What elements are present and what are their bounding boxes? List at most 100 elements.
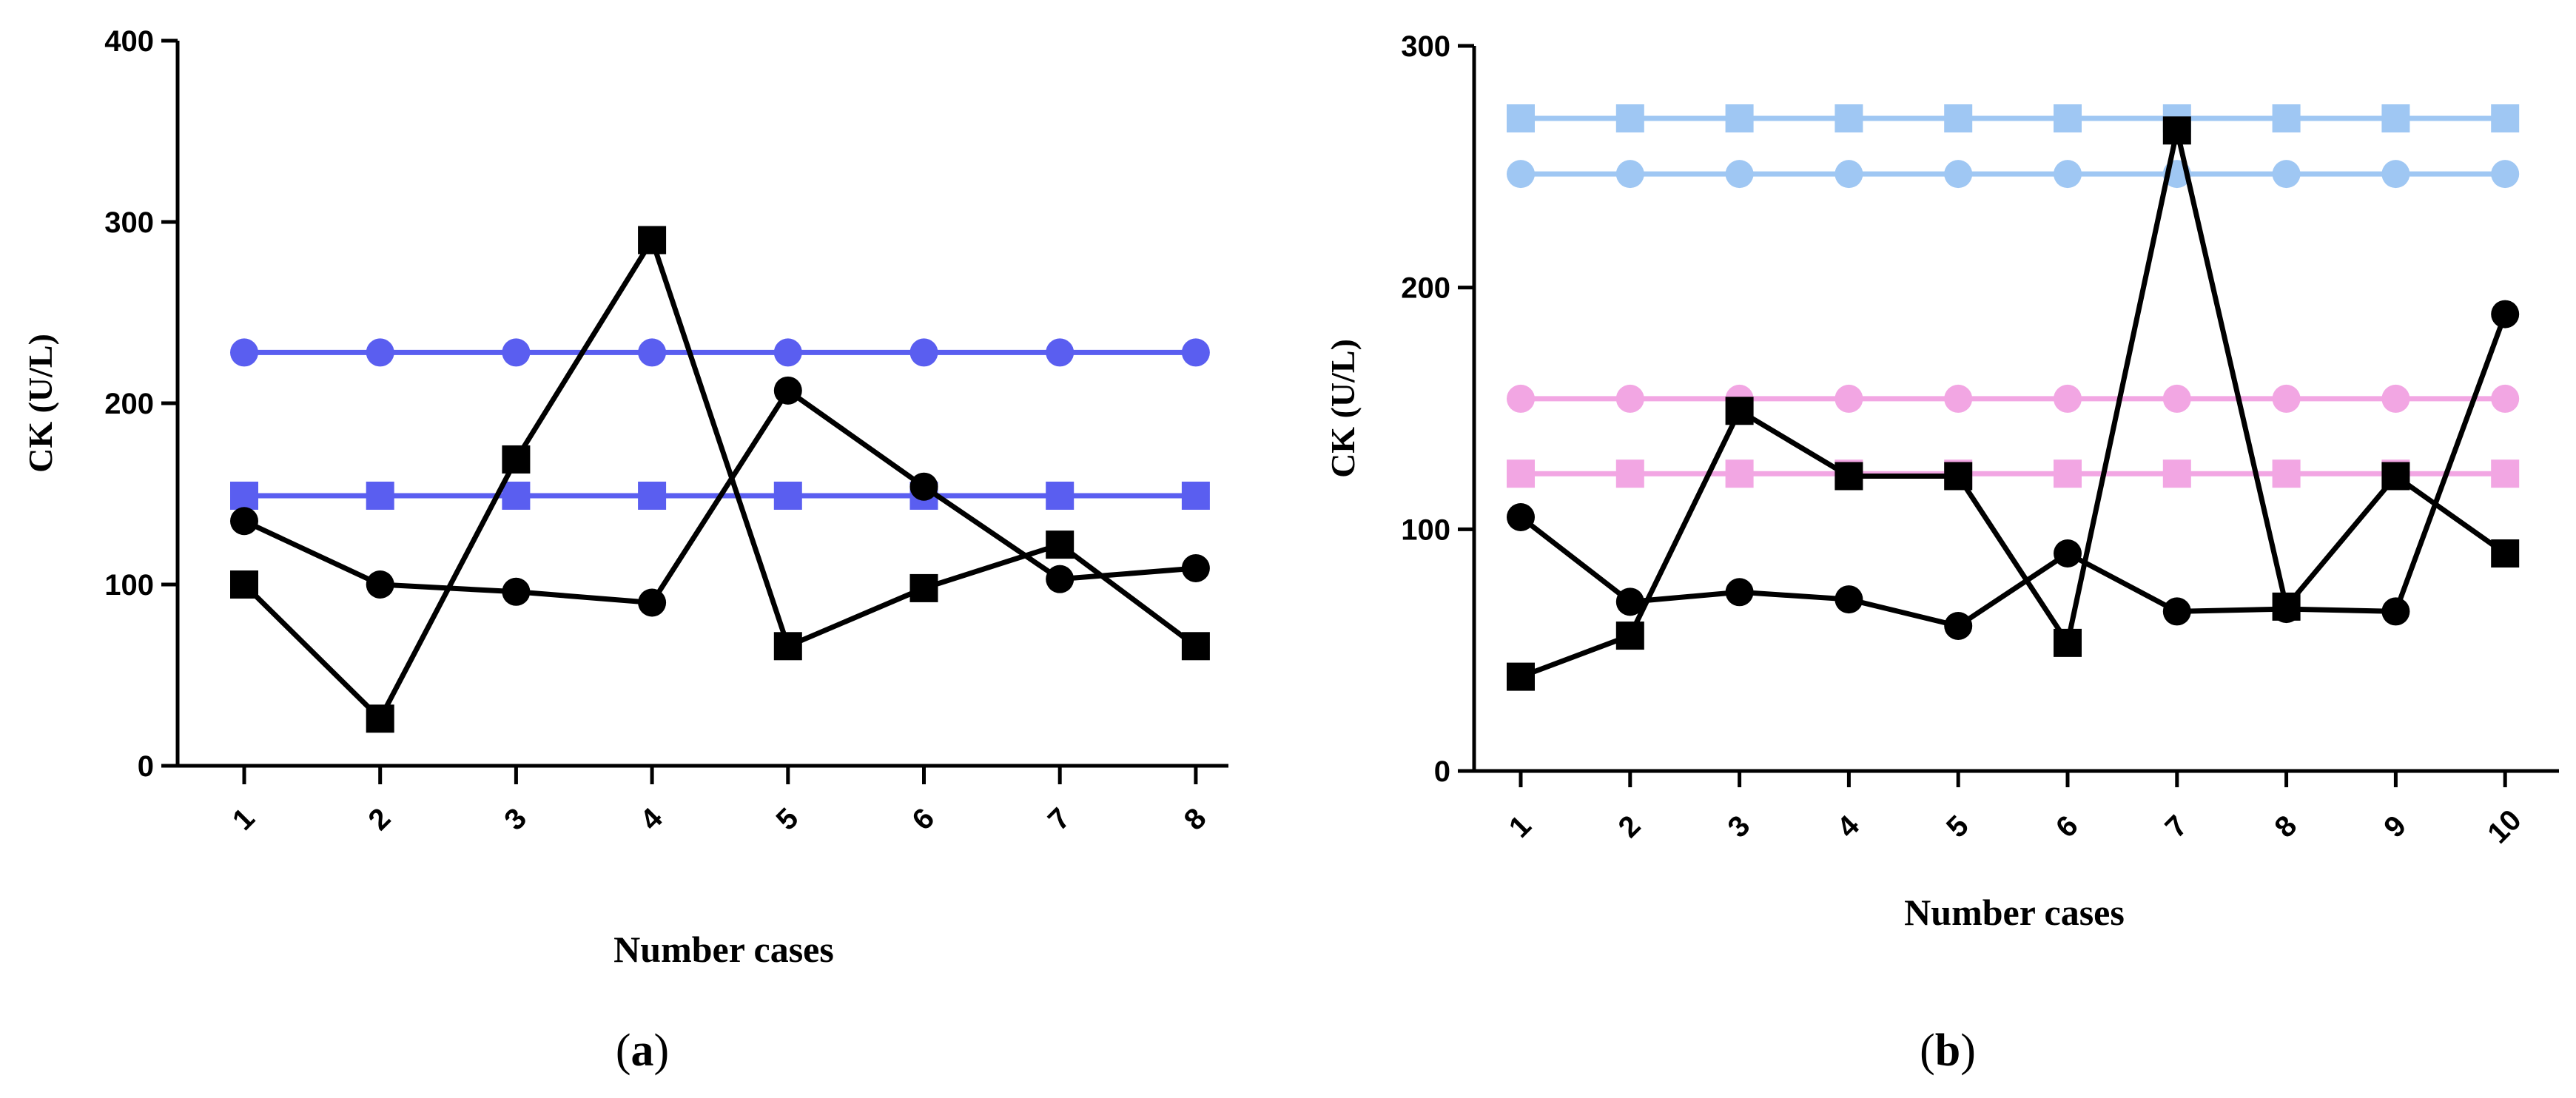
data-point-series-circle-black-1 [1507,503,1535,531]
data-point-series-square-black-8 [1181,632,1210,661]
data-point-series-circle-black-8 [2272,595,2301,624]
data-point-reference-circle-pink-6 [2054,384,2082,413]
series-reference-circle-pink [1507,384,2520,413]
x-tick-label-1: 1 [1503,809,1538,844]
data-point-reference-square-lightblue-3 [1725,104,1754,132]
data-point-series-square-black-10 [2491,539,2520,567]
series-line-series-circle-black [243,388,1197,605]
data-point-series-circle-black-1 [230,507,258,536]
x-axis-title: Number cases [1904,892,2125,933]
series-series-square-black [1507,116,2520,691]
y-tick-label-200: 200 [104,388,154,420]
data-point-reference-circle-lightblue-4 [1835,160,1863,189]
data-point-reference-circle-lightblue-8 [2272,160,2301,189]
series-series-square-black [230,226,1210,733]
data-point-reference-square-lightblue-1 [1507,104,1535,132]
data-point-reference-square-pink-1 [1507,459,1535,488]
data-point-series-circle-black-8 [1181,553,1210,582]
chart-panel-b: 0 100 200 300 1 2 3 4 5 6 7 8 9 10 CK (U/L) Number case… [1324,30,2559,1076]
series-line-series-circle-black [1519,313,2508,629]
data-point-reference-circle-lightblue-2 [1615,160,1644,189]
chart-panel-a: 0 100 200 300 400 1 2 3 4 5 6 7 8 CK (U/L) Number case… [21,25,1228,1076]
data-point-series-circle-black-7 [1046,565,1075,593]
data-point-reference-circle-pink-4 [1835,384,1863,413]
data-point-series-square-black-6 [909,573,938,602]
data-point-reference-circle-lightblue-1 [1507,160,1535,189]
y-tick-label-300: 300 [104,206,154,239]
y-tick-label-100: 100 [1401,513,1450,546]
data-point-reference-circle-pink-7 [2162,384,2191,413]
data-point-series-circle-black-7 [2162,597,2191,626]
x-tick-label-1: 1 [226,802,261,837]
data-point-reference-square-pink-2 [1615,459,1644,488]
y-axis-title: CK (U/L) [21,334,59,473]
data-point-series-square-black-4 [1835,462,1863,491]
x-tick-label-4: 4 [634,801,669,836]
data-point-reference-square-pink-3 [1725,459,1754,488]
data-point-series-circle-black-6 [909,472,938,501]
data-point-reference-square-lightblue-5 [1944,104,1973,132]
y-axis-title: CK (U/L) [1324,339,1362,478]
data-point-reference-square-blue-4 [638,481,667,510]
series-reference-square-lightblue [1507,104,2520,132]
data-point-reference-circle-lightblue-3 [1725,160,1754,189]
data-point-reference-square-lightblue-2 [1615,104,1644,132]
data-point-series-square-black-3 [1725,397,1754,425]
data-point-reference-circle-pink-5 [1944,384,1973,413]
data-point-series-circle-black-9 [2381,597,2410,626]
x-tick-label-2: 2 [1612,809,1647,844]
data-point-series-circle-black-4 [1835,585,1863,614]
data-point-series-square-black-2 [1615,622,1644,650]
y-tick-label-400: 400 [104,25,154,58]
data-point-series-square-black-2 [366,704,394,733]
data-point-reference-square-lightblue-4 [1835,104,1863,132]
data-point-reference-circle-lightblue-10 [2491,160,2520,189]
x-tick-label-8: 8 [2268,809,2303,844]
y-tick-label-0: 0 [138,750,154,783]
data-point-reference-circle-pink-10 [2491,384,2520,413]
data-point-reference-circle-pink-9 [2381,384,2410,413]
y-tick-label-300: 300 [1401,30,1450,63]
data-point-series-square-black-5 [1944,462,1973,491]
x-tick-label-5: 5 [770,802,805,837]
x-tick-label-3: 3 [1721,809,1756,844]
data-point-series-circle-black-3 [1725,578,1754,607]
data-point-reference-circle-lightblue-6 [2054,160,2082,189]
y-tick-label-0: 0 [1434,755,1450,788]
data-point-reference-square-pink-8 [2272,459,2301,488]
data-point-series-square-black-1 [230,570,258,599]
series-reference-square-pink [1507,459,2520,488]
data-point-reference-circle-pink-8 [2272,384,2301,413]
panel-caption-b: (b) [1920,1025,1976,1076]
data-point-series-circle-black-2 [366,570,394,599]
x-tick-label-8: 8 [1178,802,1213,837]
data-point-reference-square-blue-2 [366,481,394,510]
data-point-reference-circle-blue-7 [1046,338,1075,367]
x-tick-label-9: 9 [2378,809,2412,844]
data-point-reference-square-blue-8 [1181,481,1210,510]
y-tick-label-200: 200 [1401,272,1450,305]
x-axis-title: Number cases [613,929,834,970]
series-reference-circle-lightblue [1507,160,2520,189]
data-point-series-square-black-6 [2054,628,2082,657]
series-line-series-square-black [1519,127,2507,679]
data-point-reference-square-lightblue-9 [2381,104,2410,132]
data-point-series-circle-black-10 [2491,300,2520,329]
data-point-reference-square-blue-1 [230,481,258,510]
data-point-series-square-black-5 [773,632,802,661]
data-point-series-square-black-9 [2381,462,2410,491]
data-point-series-square-black-7 [2162,116,2191,145]
data-point-reference-square-blue-5 [773,481,802,510]
data-point-series-circle-black-6 [2054,539,2082,567]
data-point-reference-square-lightblue-6 [2054,104,2082,132]
data-point-reference-circle-blue-8 [1181,338,1210,367]
data-point-reference-circle-blue-3 [502,338,531,367]
data-point-reference-square-pink-7 [2162,459,2191,488]
x-tick-label-3: 3 [498,802,533,837]
data-point-series-circle-black-2 [1615,587,1644,616]
data-point-series-circle-black-5 [1944,612,1973,640]
data-point-series-square-black-4 [638,226,667,255]
x-tick-label-7: 7 [1042,802,1077,837]
data-point-reference-square-pink-10 [2491,459,2520,488]
x-tick-label-6: 6 [906,802,941,837]
